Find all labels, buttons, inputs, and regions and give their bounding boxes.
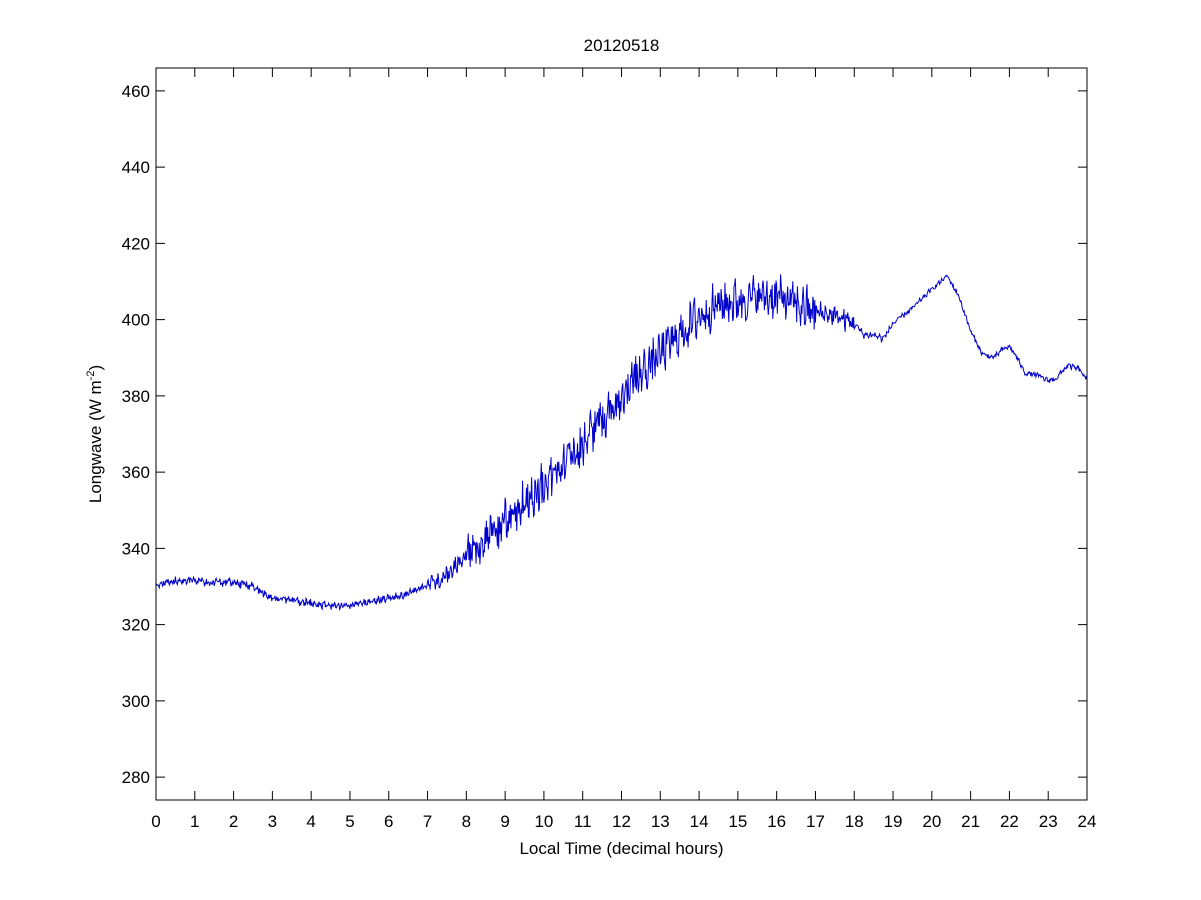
x-tick-label: 17 (806, 812, 825, 831)
x-tick-label: 2 (229, 812, 238, 831)
x-tick-label: 19 (884, 812, 903, 831)
y-tick-label: 460 (122, 82, 150, 101)
y-tick-label: 380 (122, 387, 150, 406)
x-tick-label: 8 (462, 812, 471, 831)
y-axis-label-close: ) (86, 365, 105, 371)
x-tick-label: 24 (1078, 812, 1097, 831)
y-tick-label: 420 (122, 234, 150, 253)
x-tick-label: 7 (423, 812, 432, 831)
x-tick-label: 0 (151, 812, 160, 831)
chart-title: 20120518 (584, 36, 660, 55)
y-tick-label: 340 (122, 539, 150, 558)
x-axis-label: Local Time (decimal hours) (519, 839, 723, 858)
y-axis-label-superscript: -2 (85, 371, 97, 381)
x-tick-label: 10 (534, 812, 553, 831)
y-tick-label: 360 (122, 463, 150, 482)
x-tick-label: 1 (190, 812, 199, 831)
x-tick-label: 23 (1039, 812, 1058, 831)
x-tick-label: 15 (728, 812, 747, 831)
y-axis-ticks: 280 300 320 340 360 380 400 420 440 460 (122, 82, 1087, 787)
series-layer (155, 274, 1088, 612)
y-tick-label: 300 (122, 692, 150, 711)
x-tick-label: 9 (500, 812, 509, 831)
x-tick-label: 16 (767, 812, 786, 831)
y-tick-label: 400 (122, 311, 150, 330)
series-line (155, 274, 1088, 612)
y-axis-label-main: Longwave (W m (86, 380, 105, 503)
x-tick-label: 6 (384, 812, 393, 831)
x-tick-label: 18 (845, 812, 864, 831)
x-tick-label: 3 (268, 812, 277, 831)
y-axis-label: Longwave (W m-2) (85, 365, 105, 503)
x-tick-label: 14 (690, 812, 709, 831)
x-tick-label: 4 (306, 812, 315, 831)
y-tick-label: 280 (122, 768, 150, 787)
x-tick-label: 12 (612, 812, 631, 831)
x-tick-label: 20 (922, 812, 941, 831)
y-tick-label: 320 (122, 616, 150, 635)
x-tick-label: 11 (574, 812, 592, 831)
x-tick-label: 21 (961, 812, 980, 831)
x-tick-label: 22 (1000, 812, 1019, 831)
x-tick-label: 5 (345, 812, 354, 831)
x-axis-ticks: 0 1 2 3 4 5 6 7 8 9 10 11 12 13 14 15 16 17 18 19 20 21 22 23 24 (151, 68, 1096, 831)
x-tick-label: 13 (651, 812, 670, 831)
plot-area (156, 68, 1087, 800)
y-tick-label: 440 (122, 158, 150, 177)
